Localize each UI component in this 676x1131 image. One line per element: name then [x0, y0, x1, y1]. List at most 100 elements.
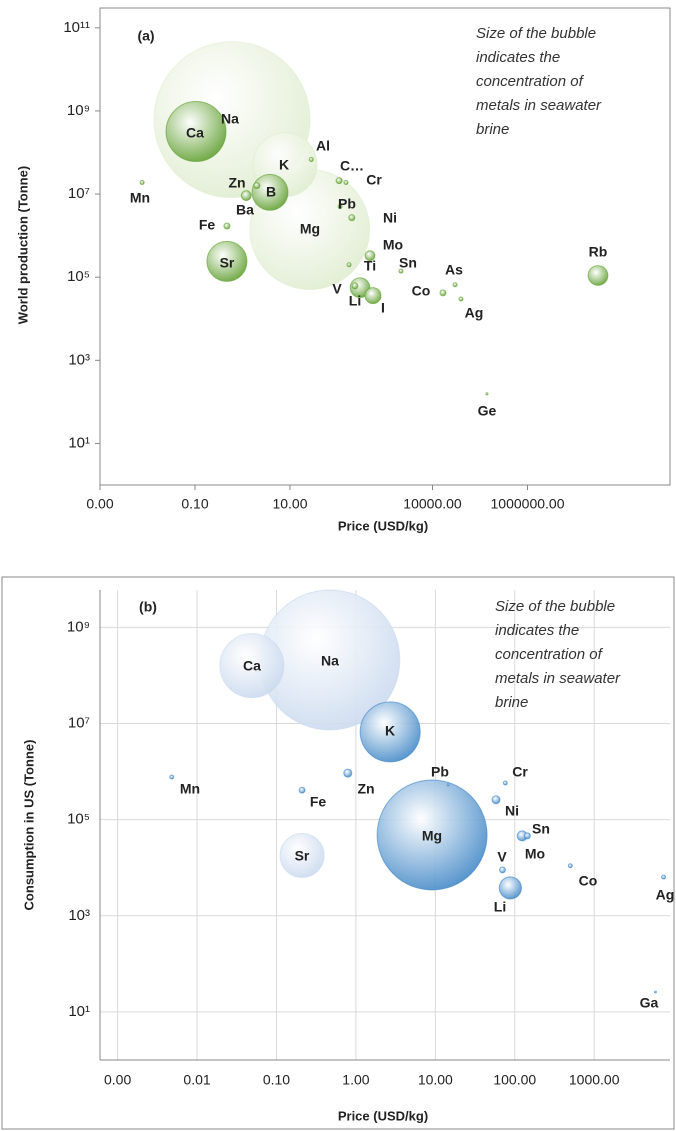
x-tick-label: 1000000.00 — [491, 496, 565, 512]
bubble — [351, 282, 359, 290]
bubble — [298, 786, 306, 794]
bubble — [452, 282, 458, 288]
y-tick-label: 10⁵ — [67, 811, 90, 828]
bubble-label: Rb — [589, 244, 608, 260]
bubble-label: Al — [316, 138, 330, 154]
bubble-label: Li — [494, 899, 506, 915]
bubble-label: Ca — [186, 125, 204, 141]
bubble-label: Zn — [357, 781, 374, 797]
bubble — [253, 182, 261, 190]
bubble — [567, 863, 573, 869]
bubble-label: Mo — [525, 846, 545, 862]
bubble-label: K — [385, 723, 395, 739]
x-tick-label: 1000.00 — [569, 1072, 620, 1088]
bubble — [279, 832, 325, 878]
bubble-label: Na — [221, 111, 239, 127]
bubble — [165, 101, 227, 163]
bubble-label: K — [279, 157, 289, 173]
bubble-label: Co — [579, 873, 598, 889]
bubble-label: B — [266, 184, 276, 200]
bubble-label: Na — [321, 653, 339, 669]
bubble-label: I — [381, 300, 385, 316]
bubble — [376, 779, 488, 891]
x-tick-label: 0.10 — [263, 1072, 290, 1088]
chart-panel: 10¹ 10³ 10⁵ 10⁷ 10⁹ 0.00 0.01 0.10 1.00 10.00 100.… — [1, 576, 675, 1130]
bubble — [523, 832, 531, 840]
bubble — [439, 289, 447, 297]
bubble-label: Mn — [180, 781, 200, 797]
bubble — [364, 287, 382, 305]
y-axis-title: Consumption in US (Tonne) — [21, 740, 36, 911]
x-tick-label: 10.00 — [418, 1072, 453, 1088]
bubble-label: Ag — [656, 887, 675, 903]
x-tick-label: 0.00 — [86, 496, 113, 512]
bubble — [219, 633, 285, 699]
annotation-line: brine — [495, 694, 528, 711]
bubble — [206, 240, 248, 282]
y-tick-label: 10⁷ — [68, 185, 90, 202]
bubble — [359, 701, 421, 763]
x-tick-label: 0.01 — [183, 1072, 210, 1088]
bubble-label: Ca — [243, 658, 261, 674]
annotation-line: brine — [476, 121, 509, 138]
bubble — [446, 783, 450, 787]
bubble — [343, 179, 349, 186]
bubble-label: C… — [340, 158, 364, 174]
bubble — [502, 780, 508, 786]
annotation-line: metals in seawater — [495, 670, 621, 687]
bubble — [364, 250, 376, 262]
y-tick-label: 10⁹ — [67, 102, 90, 119]
y-tick-label: 10³ — [68, 907, 90, 924]
bubble-label: Mg — [300, 221, 320, 237]
bubble — [491, 795, 501, 805]
bubble-label: Ge — [478, 403, 497, 419]
bubble — [251, 173, 289, 211]
y-axis-title: World production (Tonne) — [15, 166, 30, 324]
bubble-label: Cr — [512, 764, 528, 780]
bubble — [587, 265, 609, 286]
bubble-label: Li — [349, 293, 361, 309]
bubble-label: Ba — [236, 202, 254, 218]
bubble-label: Ti — [364, 258, 376, 274]
y-tick-label: 10¹¹ — [63, 19, 90, 36]
y-tick-label: 10³ — [68, 351, 90, 368]
bubble-label: As — [445, 262, 463, 278]
bubble-label: Sr — [220, 255, 235, 271]
bubble — [653, 990, 657, 994]
bubble-label: Sr — [295, 848, 310, 864]
bubble — [335, 177, 343, 185]
y-tick-label: 10¹ — [68, 434, 90, 451]
bubble — [240, 190, 252, 202]
bubble-label: Ag — [465, 305, 484, 321]
bubble-label: Ni — [383, 210, 397, 226]
bubble-label: Mn — [130, 190, 150, 206]
annotation-line: Size of the bubble — [495, 598, 615, 615]
bubble — [223, 222, 231, 230]
bubble-label: Co — [412, 283, 431, 299]
chart-panel: 10¹ 10³ 10⁵ 10⁷ 10⁹ 10¹¹ 0.00 0.10 10.00 10000.00… — [15, 7, 671, 533]
bubble — [308, 156, 314, 163]
x-tick-label: 100.00 — [493, 1072, 536, 1088]
bubble — [498, 866, 506, 874]
bubble-label: Cr — [366, 172, 382, 188]
bubble-label: Ni — [505, 803, 519, 819]
bubble — [458, 296, 464, 302]
annotation-line: indicates the — [495, 622, 579, 639]
panel-label: (a) — [137, 28, 154, 44]
x-tick-label: 0.00 — [104, 1072, 131, 1088]
bubble-label: Fe — [199, 217, 216, 233]
bubble-label: Pb — [338, 196, 356, 212]
y-tick-label: 10¹ — [68, 1003, 90, 1020]
bubble-label: Fe — [310, 794, 327, 810]
bubble-label: Sn — [399, 255, 417, 271]
bubble-label: Mg — [422, 828, 442, 844]
annotation-line: concentration of — [476, 73, 585, 90]
bubble-label: Pb — [431, 764, 449, 780]
bubble — [348, 214, 356, 222]
x-tick-label: 10000.00 — [403, 496, 462, 512]
bubble — [661, 874, 667, 880]
bubble-label: Sn — [532, 821, 550, 837]
y-tick-label: 10⁷ — [68, 715, 90, 732]
x-axis-title: Price (USD/kg) — [338, 1108, 428, 1123]
